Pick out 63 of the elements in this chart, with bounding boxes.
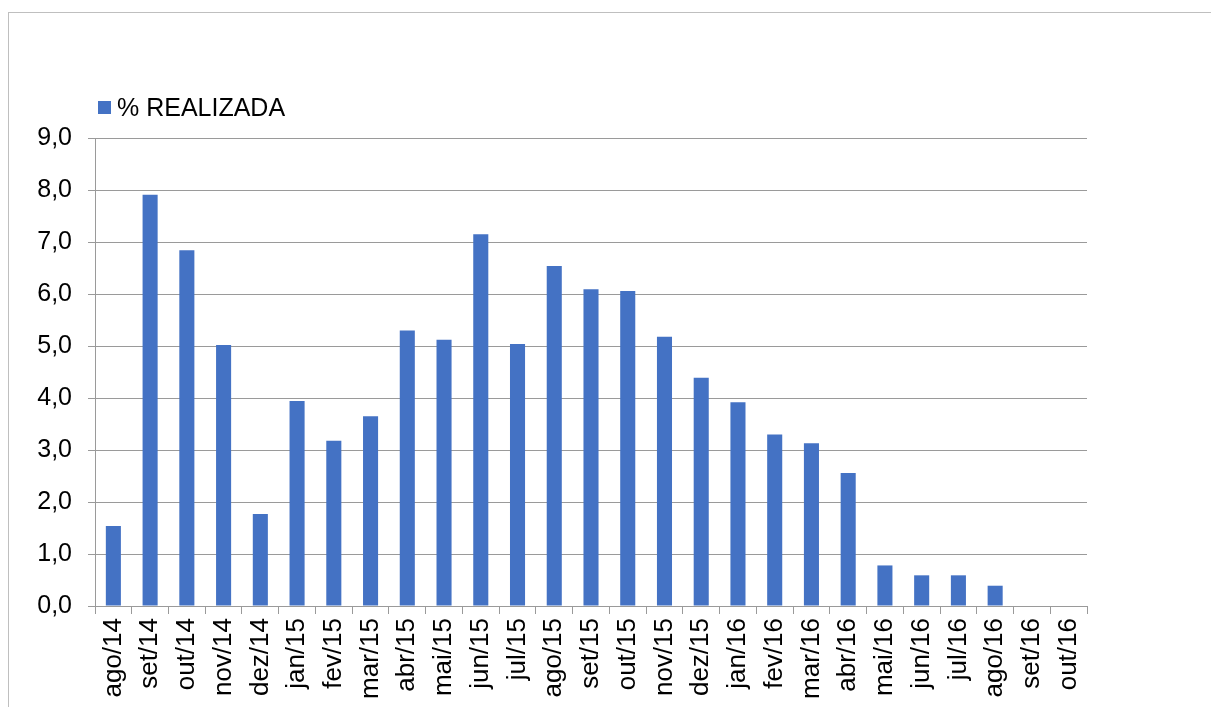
y-tick-label: 1,0 [37, 537, 72, 566]
x-tick-label: nov/15 [647, 618, 678, 697]
y-tick-label: 5,0 [37, 329, 72, 358]
x-tick-label: jul/15 [500, 618, 531, 682]
bar [877, 565, 893, 606]
bar [803, 443, 819, 606]
bar [363, 416, 379, 606]
legend-label: % REALIZADA [117, 92, 286, 122]
bar [840, 472, 856, 606]
x-tick-label: set/16 [1015, 618, 1046, 689]
bar [546, 265, 562, 606]
bar [473, 234, 489, 606]
bar [179, 250, 195, 606]
x-tick-label: mar/16 [794, 618, 825, 699]
bar [693, 377, 709, 606]
x-tick-label: out/15 [610, 618, 641, 691]
bar [509, 343, 526, 606]
y-tick-label: 8,0 [37, 173, 72, 202]
x-tick-label: ago/16 [978, 618, 1009, 698]
bar [730, 402, 746, 606]
bar [326, 440, 342, 606]
x-tick-label: dez/15 [684, 618, 715, 697]
x-tick-label: nov/14 [206, 618, 237, 697]
x-tick-label: ago/14 [96, 618, 127, 698]
bar [399, 330, 415, 606]
x-tick-label: ago/15 [537, 618, 568, 698]
x-tick-label: jan/15 [280, 618, 311, 690]
x-tick-label: set/14 [133, 618, 164, 689]
y-tick-label: 0,0 [37, 589, 72, 618]
x-tick-label: fev/15 [316, 618, 347, 689]
x-tick-label: mar/15 [353, 618, 384, 699]
y-tick-label: 6,0 [37, 277, 72, 306]
bar [216, 344, 232, 606]
bar [620, 290, 636, 606]
x-tick-label: abr/15 [390, 618, 421, 692]
x-tick-label: dez/14 [243, 618, 274, 697]
bar [987, 585, 1003, 606]
bar [583, 289, 599, 606]
bar [142, 194, 158, 606]
x-tick-label: out/14 [170, 618, 201, 691]
x-tick-label: jan/16 [721, 618, 752, 690]
y-tick-label: 4,0 [37, 381, 72, 410]
x-tick-label: jun/16 [904, 618, 935, 690]
bar [105, 525, 121, 606]
x-tick-label: jul/16 [941, 618, 972, 682]
y-tick-label: 7,0 [37, 225, 72, 254]
bar [289, 401, 305, 606]
bar [656, 336, 673, 606]
bar [767, 434, 783, 606]
x-tick-label: set/15 [574, 618, 605, 689]
y-tick-label: 2,0 [37, 485, 72, 514]
x-tick-label: out/16 [1051, 618, 1082, 691]
x-tick-label: abr/16 [831, 618, 862, 692]
x-tick-label: jun/15 [463, 618, 494, 690]
bar [252, 513, 268, 606]
x-tick-label: fev/16 [757, 618, 788, 689]
bar [950, 575, 966, 606]
y-tick-label: 9,0 [37, 121, 72, 150]
y-tick-label: 3,0 [37, 433, 72, 462]
x-tick-label: mai/16 [868, 618, 899, 697]
bar [436, 339, 452, 606]
x-tick-label: mai/15 [427, 618, 458, 697]
bar [914, 575, 930, 606]
